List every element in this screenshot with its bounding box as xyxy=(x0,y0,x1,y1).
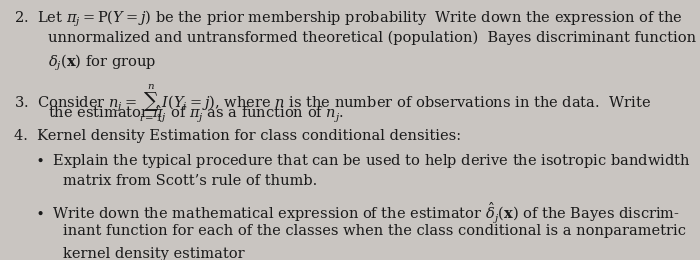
Text: matrix from Scott’s rule of thumb.: matrix from Scott’s rule of thumb. xyxy=(63,174,317,188)
Text: the estimator $\hat{\pi}_j$ of $\pi_j$ as a function of $n_j$.: the estimator $\hat{\pi}_j$ of $\pi_j$ a… xyxy=(48,104,344,125)
Text: kernel density estimator: kernel density estimator xyxy=(63,246,244,260)
Text: $\delta_j(\mathbf{x})$ for group: $\delta_j(\mathbf{x})$ for group xyxy=(48,53,155,73)
Text: 3.  Consider $n_j = \sum_{i=1}^{n} I(Y_i = j)$, where $n$ is the number of obser: 3. Consider $n_j = \sum_{i=1}^{n} I(Y_i … xyxy=(14,82,651,124)
Text: 4.  Kernel density Estimation for class conditional densities:: 4. Kernel density Estimation for class c… xyxy=(14,129,461,143)
Text: $\bullet$  Explain the typical procedure that can be used to help derive the iso: $\bullet$ Explain the typical procedure … xyxy=(36,152,691,170)
Text: unnormalized and untransformed theoretical (population)  Bayes discriminant func: unnormalized and untransformed theoretic… xyxy=(48,31,696,45)
Text: inant function for each of the classes when the class conditional is a nonparame: inant function for each of the classes w… xyxy=(63,224,686,238)
Text: 2.  Let $\pi_j = \mathrm{P}(Y = j)$ be the prior membership probability  Write d: 2. Let $\pi_j = \mathrm{P}(Y = j)$ be th… xyxy=(14,9,682,29)
Text: $\bullet$  Write down the mathematical expression of the estimator $\hat{\delta}: $\bullet$ Write down the mathematical ex… xyxy=(36,202,680,226)
